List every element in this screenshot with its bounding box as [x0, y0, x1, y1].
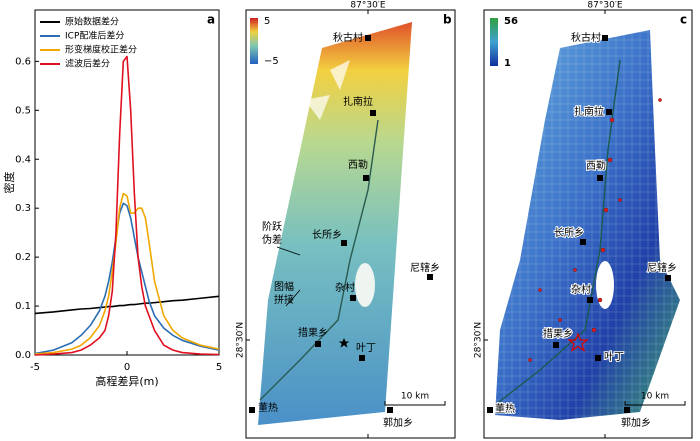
lon-label: 87°30′E — [587, 1, 622, 11]
place-label: 扎南拉 — [574, 105, 604, 118]
red-dots — [528, 98, 662, 362]
place-marker — [249, 407, 255, 413]
place-marker — [363, 175, 369, 181]
place-marker — [597, 175, 603, 181]
scale-label: 10 km — [641, 392, 669, 402]
x-tick-label: 5 — [216, 362, 222, 373]
place-label: 郭加乡 — [383, 416, 413, 429]
y-tick-label: 0.2 — [15, 252, 31, 263]
colorbar-label: 56 — [504, 16, 518, 27]
place-marker — [665, 275, 671, 281]
scale-bar — [384, 401, 446, 406]
place-marker — [350, 295, 356, 301]
legend-label: 滤波后差分 — [65, 58, 110, 70]
y-tick-label: 0.1 — [15, 301, 31, 312]
fault — [259, 119, 379, 401]
y-tick-label: 0.0 — [15, 350, 31, 361]
x-axis-label: 高程差异(m) — [95, 374, 158, 388]
place-marker — [359, 355, 365, 361]
place-label: 叶丁 — [356, 342, 376, 354]
colorbar-label: 5 — [264, 16, 270, 27]
map-grid — [495, 30, 680, 420]
panel-label: c — [680, 13, 687, 27]
place-label: 西勒 — [586, 159, 606, 172]
place-label: 秋古村 — [333, 31, 363, 44]
x-tick-label: -5 — [30, 362, 40, 373]
line — [34, 295, 220, 315]
line — [34, 202, 220, 355]
epicenter — [567, 332, 589, 352]
y-tick-label: 0.3 — [15, 203, 31, 214]
place-marker — [427, 274, 433, 280]
place-marker — [606, 109, 612, 115]
place-label: 郭加乡 — [621, 416, 651, 429]
lake — [355, 263, 375, 307]
place-label: 扎南拉 — [343, 95, 373, 108]
legend-label: ICP配准后差分 — [65, 30, 124, 42]
place-label: 杂村 — [335, 281, 355, 294]
annotation: 阶跃 — [262, 220, 282, 233]
place-label: 措果乡 — [543, 327, 573, 340]
panel-label: b — [443, 13, 452, 27]
lat-label: 28°30′N — [474, 322, 484, 358]
y-tick-label: 0.6 — [15, 56, 31, 67]
place-label: 尼辖乡 — [410, 261, 440, 274]
place-marker — [553, 342, 559, 348]
place-marker — [365, 35, 371, 41]
epicenter — [338, 338, 350, 348]
legend-label: 形变梯度校正差分 — [65, 44, 137, 56]
colorbar — [250, 18, 258, 64]
place-marker — [595, 355, 601, 361]
colorbar — [490, 18, 498, 66]
place-label: 董热 — [258, 401, 278, 414]
snow — [305, 60, 350, 120]
map-image — [258, 22, 412, 425]
place-label: 西勒 — [348, 158, 368, 171]
place-marker — [587, 297, 593, 303]
place-label: 秋古村 — [571, 31, 601, 44]
place-label: 尼辖乡 — [647, 261, 677, 274]
annotation: 图幅 — [274, 280, 294, 293]
scale-label: 10 km — [401, 392, 429, 402]
place-marker — [315, 341, 321, 347]
place-marker — [370, 110, 376, 116]
annotation-leader — [276, 246, 301, 256]
line — [34, 55, 220, 356]
annotation: 拼接 — [274, 293, 294, 306]
fault — [494, 59, 621, 406]
place-label: 杂村 — [571, 283, 591, 296]
place-marker — [580, 239, 586, 245]
place-marker — [387, 407, 393, 413]
place-marker — [602, 35, 608, 41]
annotation: 伪差 — [262, 233, 282, 246]
place-marker — [487, 407, 493, 413]
place-label: 措果乡 — [298, 326, 328, 339]
place-label: 长所乡 — [312, 229, 342, 241]
panel-label: a — [207, 13, 215, 27]
place-marker — [624, 407, 630, 413]
annotation-leader — [285, 289, 301, 307]
y-axis-label: 密度 — [2, 172, 16, 194]
y-tick-label: 0.5 — [15, 105, 31, 116]
lat-label: 28°30′N — [236, 322, 246, 358]
x-tick-label: 0 — [124, 362, 130, 373]
lon-label: 87°30′E — [350, 1, 385, 11]
place-label: 长所乡 — [554, 227, 584, 239]
line — [34, 192, 220, 355]
legend-label: 原始数据差分 — [65, 16, 119, 28]
lake — [596, 261, 614, 309]
colorbar-label: −5 — [264, 56, 279, 67]
place-label: 董热 — [495, 402, 515, 415]
place-label: 叶丁 — [604, 351, 624, 363]
scale-bar — [624, 401, 686, 406]
colorbar-label: 1 — [504, 58, 511, 69]
y-tick-label: 0.4 — [15, 154, 31, 165]
place-marker — [341, 240, 347, 246]
